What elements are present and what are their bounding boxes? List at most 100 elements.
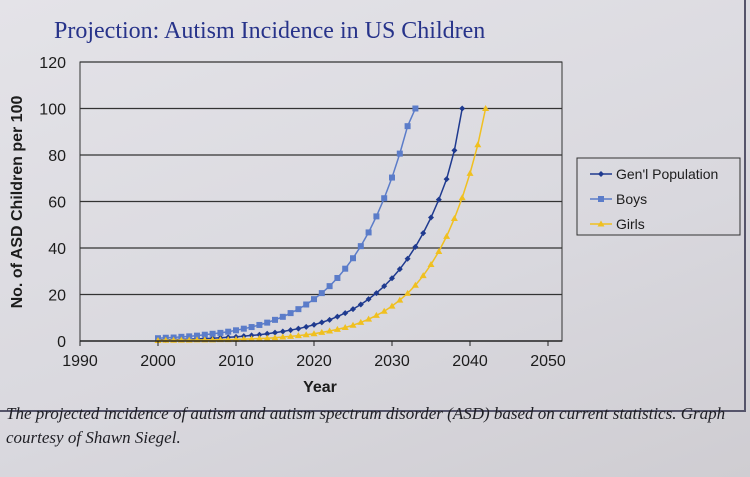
data-point [256, 321, 263, 328]
data-point [318, 290, 325, 297]
data-point [326, 316, 333, 323]
data-point [412, 105, 419, 112]
data-point [350, 255, 356, 262]
legend-label: Boys [616, 191, 647, 207]
data-point [334, 313, 341, 320]
data-point [357, 318, 365, 325]
data-point [303, 323, 310, 330]
series-line [158, 108, 463, 341]
data-point [350, 306, 356, 313]
data-point [248, 324, 255, 331]
y-axis-label: No. of ASD Children per 100 [9, 96, 26, 309]
series-line [157, 108, 487, 342]
x-tick-label: 1990 [62, 353, 98, 370]
data-point [381, 195, 388, 202]
data-point [303, 301, 310, 308]
data-point [264, 330, 271, 337]
data-point [435, 247, 443, 254]
data-point [598, 196, 604, 202]
data-point [271, 334, 279, 341]
data-point [334, 274, 341, 281]
data-point [279, 328, 286, 335]
data-point [209, 330, 216, 337]
data-point [443, 232, 451, 239]
data-point [443, 176, 450, 183]
data-point [256, 331, 263, 338]
data-point [365, 315, 373, 322]
series-gen-l-population [155, 105, 466, 343]
data-point [389, 174, 395, 181]
figure-caption: The projected incidence of autism and au… [6, 404, 726, 447]
chart-title: Projection: Autism Incidence in US Child… [54, 18, 486, 44]
data-point [302, 331, 310, 338]
legend-box [576, 157, 741, 236]
data-point [466, 169, 474, 176]
data-point [295, 306, 302, 313]
data-point [597, 220, 605, 227]
data-point [217, 329, 224, 336]
series-boys [155, 105, 419, 342]
data-point [372, 311, 380, 318]
data-point [233, 327, 239, 334]
data-point [459, 105, 466, 112]
data-point [396, 266, 403, 273]
data-point [404, 255, 411, 262]
data-point [420, 230, 427, 237]
data-point [342, 265, 349, 272]
data-point [404, 289, 412, 296]
data-point [411, 281, 419, 288]
data-point [482, 105, 490, 111]
data-point [342, 310, 349, 317]
data-point [263, 334, 271, 341]
series-girls [154, 105, 490, 344]
data-point [381, 283, 388, 290]
data-point [404, 123, 411, 130]
data-point [248, 335, 256, 342]
data-point [428, 214, 434, 221]
data-point [396, 296, 404, 303]
data-point [373, 290, 380, 297]
data-point [389, 275, 395, 282]
data-point [373, 213, 380, 220]
data-point [240, 335, 248, 342]
data-point [396, 150, 403, 157]
data-point [380, 307, 388, 314]
data-point [310, 330, 318, 337]
data-point [294, 332, 302, 339]
data-point [388, 302, 396, 309]
data-point [295, 325, 302, 332]
data-point [427, 261, 435, 268]
x-tick-label: 2020 [296, 353, 332, 370]
legend-label: Gen'l Population [616, 166, 718, 182]
y-tick-label: 0 [57, 334, 66, 351]
x-tick-label: 2050 [530, 353, 566, 370]
y-tick-label: 120 [39, 55, 66, 72]
data-point [365, 229, 372, 236]
y-tick-label: 100 [39, 102, 66, 119]
figure-frame [0, 0, 746, 412]
data-point [435, 196, 442, 203]
data-point [419, 272, 427, 279]
series-line [157, 108, 417, 339]
data-point [287, 310, 294, 317]
legend: Gen'l Population Boys Girls [576, 157, 741, 236]
data-point [279, 333, 287, 340]
data-point [451, 147, 458, 154]
legend-label: Girls [616, 216, 645, 232]
x-axis-label: Year [303, 379, 337, 396]
data-point [311, 296, 317, 303]
data-point [326, 283, 333, 290]
data-point [194, 332, 200, 339]
data-point [311, 321, 317, 328]
y-tick-label: 40 [48, 241, 66, 258]
data-point [225, 328, 232, 335]
data-point [412, 243, 419, 250]
data-point [255, 334, 263, 341]
y-tick-label: 20 [48, 288, 66, 305]
x-tick-label: 2030 [374, 353, 410, 370]
data-point [357, 243, 364, 250]
x-tick-label: 2000 [140, 353, 176, 370]
data-point [318, 319, 325, 326]
